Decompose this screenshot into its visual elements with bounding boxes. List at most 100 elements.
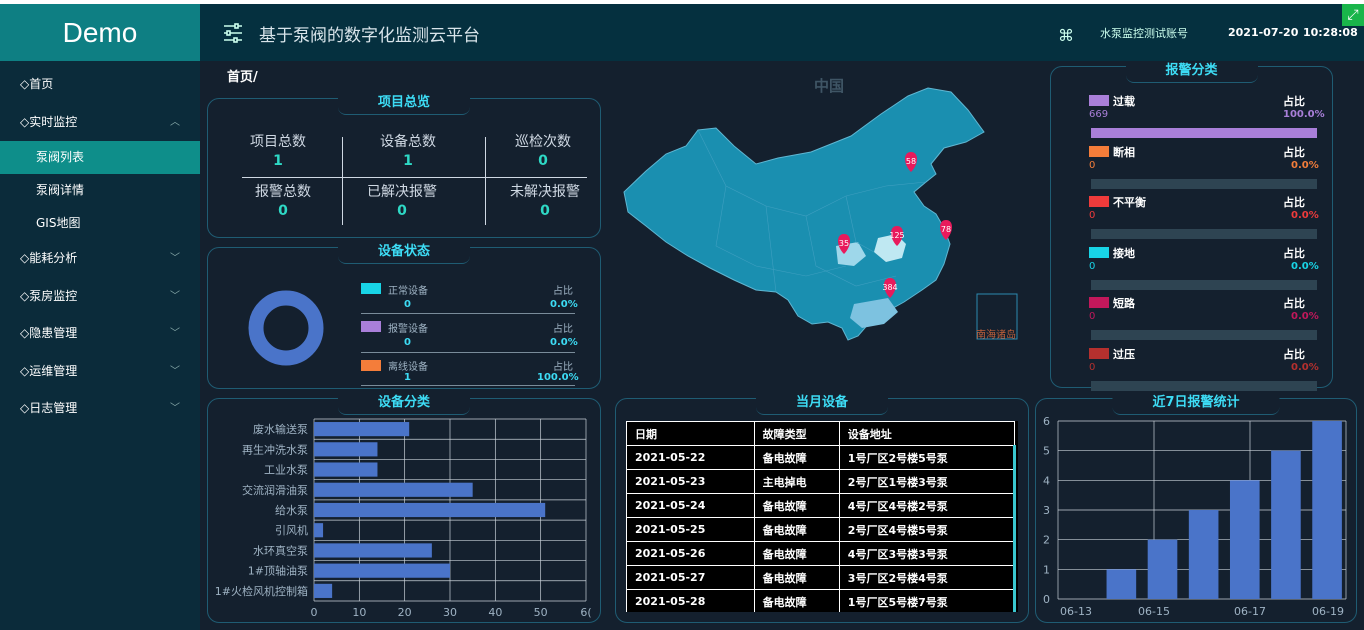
sidebar-item-label: ◇实时监控 <box>20 114 78 129</box>
overview-label: 设备总数 <box>380 134 436 150</box>
alarm-count: 0 <box>1089 260 1096 272</box>
status-pct: 0.0% <box>550 337 578 348</box>
chevron-down-icon: ﹀ <box>170 253 180 264</box>
table-cell: 2021-05-22 <box>626 445 755 470</box>
pin-label: 125 <box>889 231 904 240</box>
breadcrumb[interactable]: 首页/ <box>227 70 258 85</box>
alarm-count: 0 <box>1089 311 1096 322</box>
south-china-sea-inset <box>976 293 1018 340</box>
overview-value: 1 <box>273 153 283 169</box>
table-scrollbar[interactable] <box>1013 445 1016 612</box>
overview-label: 未解决报警 <box>510 184 580 200</box>
sidebar-item-realtime[interactable]: ◇实时监控 ︿ <box>0 104 200 142</box>
alarm-pct: 100.0% <box>1283 109 1325 120</box>
status-count: 0 <box>404 337 411 348</box>
table-cell: 2021-05-27 <box>626 565 755 590</box>
pin-label: 58 <box>906 157 916 166</box>
map-pin[interactable]: 125 <box>889 226 905 246</box>
table-cell: 备电故障 <box>753 565 840 590</box>
table-row[interactable]: 2021-05-23 主电掉电 2号厂区1号楼3号泵 <box>626 469 1016 494</box>
table-header-cell: 故障类型 <box>753 421 840 446</box>
category-label: 再生冲洗水泵 <box>242 442 308 456</box>
month-devices-title: 当月设备 <box>755 393 889 415</box>
device-category-chart: 0 10 20 30 40 50 6(废水输送泵再生冲洗水泵工业水泵交流润滑油泵给水泵引风机… <box>215 418 592 619</box>
table-cell: 备电故障 <box>753 445 840 470</box>
x-tick-label: 20 <box>398 606 412 619</box>
sidebar-item-ops[interactable]: ◇运维管理 ﹀ <box>0 353 200 391</box>
y-tick-label: 3 <box>1043 504 1050 517</box>
alarm-name: 断相 <box>1113 145 1135 159</box>
table-row[interactable]: 2021-05-22 备电故障 1号厂区2号楼5号泵 <box>626 445 1016 470</box>
status-donut-chart <box>248 290 324 366</box>
chevron-down-icon: ﹀ <box>170 328 180 339</box>
y-tick-label: 1 <box>1043 563 1050 576</box>
table-cell: 2021-05-24 <box>626 493 755 518</box>
device-status-title: 设备状态 <box>337 242 471 264</box>
bar <box>314 422 410 437</box>
sidebar-item-energy[interactable]: ◇能耗分析 ﹀ <box>0 240 200 278</box>
alarm-pct: 0.0% <box>1291 210 1319 221</box>
alarm-ratio-label: 占比 <box>1283 196 1305 209</box>
alarm-name: 短路 <box>1113 297 1135 310</box>
alarm-swatch <box>1089 246 1109 258</box>
sidebar-item-logs[interactable]: ◇日志管理 ﹀ <box>0 390 200 428</box>
pin-label: 35 <box>839 239 849 248</box>
map-pin[interactable]: 384 <box>882 278 898 298</box>
weekly-alarm-panel: 近7日报警统计 0 1 2 3 4 5 6 06-13 06-15 06-17 06-19 <box>1035 393 1357 623</box>
overview-label: 项目总数 <box>250 134 306 150</box>
alarm-count: 0 <box>1089 361 1096 373</box>
alarm-ratio-label: 占比 <box>1283 145 1305 159</box>
pin-label: 384 <box>882 283 897 292</box>
map-pin[interactable]: 78 <box>940 220 952 240</box>
x-tick-label: 6( <box>580 606 591 619</box>
status-ratio-label: 占比 <box>553 324 573 335</box>
alarm-count: 669 <box>1089 109 1109 120</box>
account-icon[interactable]: ⌘ <box>1058 26 1074 45</box>
status-name: 报警设备 <box>388 324 428 335</box>
table-row[interactable]: 2021-05-24 备电故障 4号厂区4号楼2号泵 <box>626 493 1016 518</box>
sidebar-subitem-pump-list[interactable]: 泵阀列表 <box>0 141 200 174</box>
table-cell: 1号厂区5号楼7号泵 <box>838 589 1016 612</box>
map-pin[interactable]: 58 <box>905 152 917 172</box>
alarm-count: 0 <box>1089 210 1096 221</box>
china-map[interactable]: 中国 58 78 35 125 384 南海诸岛 <box>606 66 1046 351</box>
x-tick-label: 06-17 <box>1234 605 1266 618</box>
sidebar-item-home[interactable]: ◇首页 <box>0 66 200 104</box>
sidebar-subitem-gis-map[interactable]: GIS地图 <box>0 207 200 240</box>
fullscreen-icon[interactable]: ⤢ <box>1342 4 1364 26</box>
alarm-ratio-label: 占比 <box>1283 297 1305 310</box>
sidebar-item-pump-room[interactable]: ◇泵房监控 ﹀ <box>0 278 200 316</box>
overview-resolved-count: 已解决报警 0 <box>342 181 462 219</box>
header-date: 2021-07-20 <box>1228 26 1299 39</box>
china-outline <box>623 87 985 341</box>
bar <box>314 523 324 538</box>
table-cell: 备电故障 <box>753 589 840 612</box>
map-pin[interactable]: 35 <box>838 234 850 254</box>
table-row[interactable]: 2021-05-27 备电故障 3号厂区2号楼4号泵 <box>626 565 1016 590</box>
alarm-bar-track <box>1091 380 1317 391</box>
table-row[interactable]: 2021-05-26 备电故障 4号厂区3号楼3号泵 <box>626 541 1016 566</box>
user-account[interactable]: 水泵监控测试账号 <box>1100 27 1188 40</box>
x-tick-label: 06-15 <box>1138 605 1170 618</box>
category-label: 1#火检风机控制箱 <box>215 584 308 598</box>
alarm-pct: 0.0% <box>1291 260 1319 272</box>
category-label: 1#顶轴油泵 <box>248 564 308 578</box>
sliders-menu-icon[interactable] <box>222 22 244 44</box>
category-label: 引风机 <box>275 523 308 537</box>
y-tick-label: 2 <box>1043 534 1050 547</box>
bar <box>1271 450 1301 599</box>
chevron-up-icon: ︿ <box>170 116 180 128</box>
overview-value: 1 <box>403 153 413 169</box>
sidebar-subitem-pump-detail[interactable]: 泵阀详情 <box>0 174 200 207</box>
sidebar-item-hazard[interactable]: ◇隐患管理 ﹀ <box>0 315 200 353</box>
table-row[interactable]: 2021-05-28 备电故障 1号厂区5号楼7号泵 <box>626 589 1016 612</box>
table-row[interactable]: 2021-05-25 备电故障 2号厂区4号楼5号泵 <box>626 517 1016 542</box>
table-cell: 2021-05-26 <box>626 541 755 566</box>
y-tick-label: 0 <box>1043 593 1050 606</box>
x-tick-label: 06-13 <box>1060 605 1092 618</box>
overview-unresolved-count: 未解决报警 0 <box>485 181 605 219</box>
alarm-ratio-label: 占比 <box>1283 246 1305 260</box>
bar <box>1147 539 1178 599</box>
alarm-swatch <box>1089 297 1109 308</box>
table-cell: 主电掉电 <box>753 469 840 494</box>
